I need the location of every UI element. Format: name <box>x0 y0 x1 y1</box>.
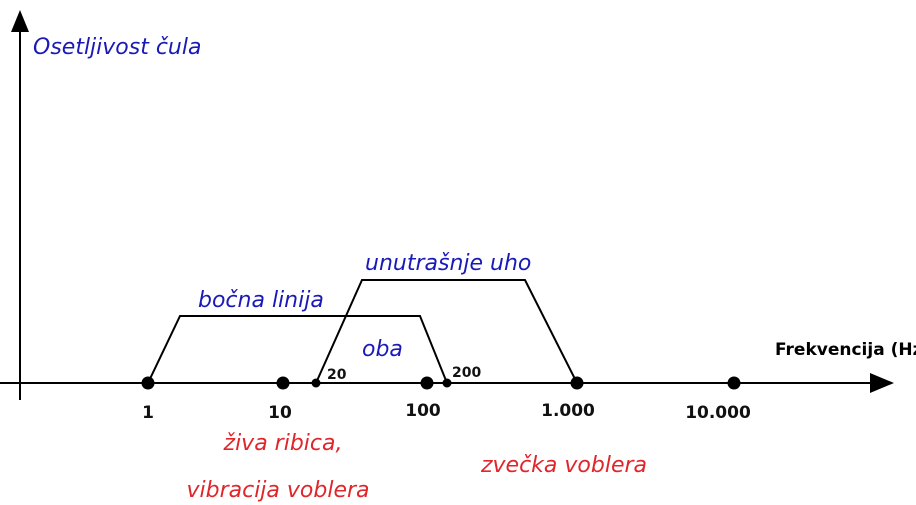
y-label: Osetljivost čula <box>33 35 201 60</box>
annotation: zvečka voblera <box>480 453 647 478</box>
tick-dot <box>276 376 290 390</box>
inner-ear-range <box>315 279 578 384</box>
x-tick-label: 1 <box>142 403 154 423</box>
range-label: bočna linija <box>198 288 324 313</box>
x-tick-label: 1.000 <box>541 401 595 421</box>
point-dot <box>442 378 452 388</box>
tick-dot <box>420 376 434 390</box>
x-tick-label: 100 <box>405 401 441 421</box>
x-arrow <box>870 373 894 393</box>
x-tick-label: 10.000 <box>685 403 751 423</box>
point-dot <box>311 378 321 388</box>
point-label: 200 <box>452 365 481 381</box>
x-label: Frekvencija (Hz) <box>775 340 916 360</box>
point-label: 20 <box>327 367 347 383</box>
tick-dot <box>727 376 741 390</box>
x-tick-label: 10 <box>268 403 292 423</box>
overlap-label: oba <box>362 337 403 362</box>
tick-dots <box>141 376 741 390</box>
axes <box>0 10 894 400</box>
tick-dot <box>570 376 584 390</box>
tick-dot <box>141 376 155 390</box>
annotation: živa ribica, <box>223 431 343 456</box>
lateral-line-range <box>147 315 448 384</box>
annotation: vibracija voblera <box>186 478 369 503</box>
range-label: unutrašnje uho <box>365 251 531 276</box>
y-arrow <box>11 10 29 32</box>
